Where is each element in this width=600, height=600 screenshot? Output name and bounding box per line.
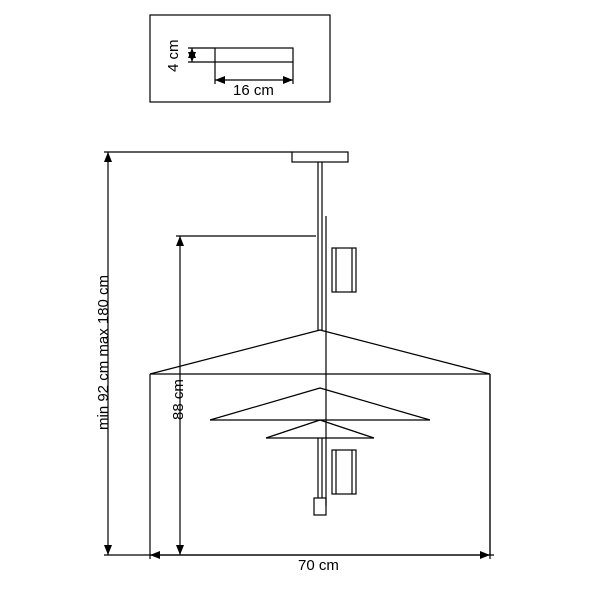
label-width: 70 cm — [298, 557, 339, 574]
label-overall-height: min 92 cm max 180 cm — [95, 275, 112, 430]
diagram-svg — [0, 0, 600, 600]
label-top-width: 16 cm — [233, 82, 274, 99]
diagram-stage: 16 cm 4 cm min 92 cm max 180 cm 88 cm 70… — [0, 0, 600, 600]
label-shade-height: 88 cm — [170, 379, 187, 420]
label-top-height: 4 cm — [165, 39, 182, 72]
